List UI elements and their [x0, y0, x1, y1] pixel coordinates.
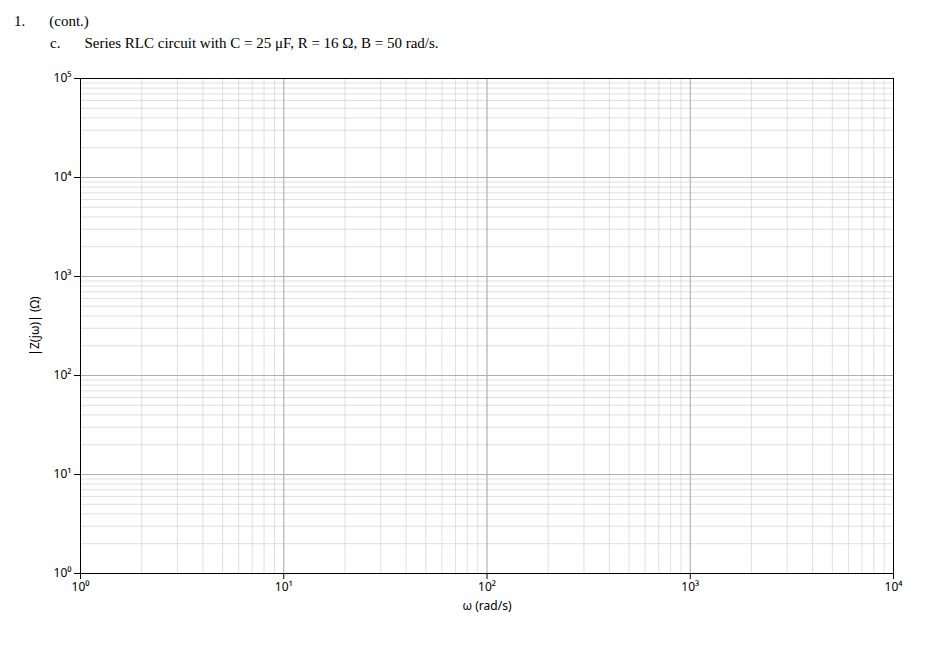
svg-text:10¹: 10¹: [54, 465, 72, 482]
svg-text:|Z(jω)| (Ω): |Z(jω)| (Ω): [26, 296, 43, 356]
svg-text:10¹: 10¹: [275, 578, 293, 595]
html-text:1.: 1.: [14, 13, 26, 29]
html-text:c.: c.: [50, 35, 61, 51]
svg-text:10⁰: 10⁰: [72, 578, 90, 595]
html-text:Series RLC circuit with C = 25: Series RLC circuit with C = 25 μF, R = 1…: [84, 35, 439, 51]
svg-text:10⁴: 10⁴: [885, 578, 904, 595]
svg-text:10⁰: 10⁰: [54, 564, 72, 581]
svg-text:10³: 10³: [54, 267, 72, 284]
svg-text:10³: 10³: [681, 578, 699, 595]
svg-text:10²: 10²: [54, 366, 72, 383]
html-text:(cont.): (cont.): [49, 13, 89, 29]
svg-text:10⁵: 10⁵: [54, 69, 72, 86]
svg-text:10²: 10²: [478, 578, 496, 595]
svg-text:ω (rad/s): ω (rad/s): [463, 597, 512, 614]
svg-text:10⁴: 10⁴: [54, 168, 73, 185]
